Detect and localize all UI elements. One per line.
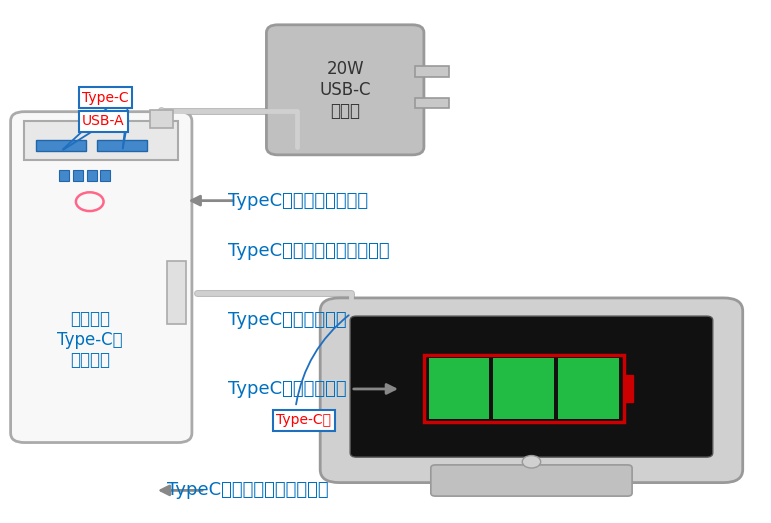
Bar (36, 140, 86, 151)
Bar (415, 66, 449, 77)
Text: TypeC线可对外充电: TypeC线可对外充电 (228, 311, 347, 329)
Bar (100, 170, 110, 181)
FancyBboxPatch shape (11, 112, 192, 442)
Bar (59, 170, 69, 181)
Text: TypeC线也可对移动电源充电: TypeC线也可对移动电源充电 (167, 481, 328, 499)
FancyBboxPatch shape (431, 465, 632, 496)
Bar (97, 140, 147, 151)
Text: 常规自带
Type-C线
移动电源: 常规自带 Type-C线 移动电源 (57, 310, 123, 369)
Bar (167, 262, 186, 324)
Bar (72, 170, 82, 181)
Bar (429, 358, 490, 419)
FancyBboxPatch shape (350, 316, 712, 457)
Text: TypeC线仅对外充电: TypeC线仅对外充电 (228, 380, 347, 398)
Text: USB-A: USB-A (82, 114, 125, 128)
Circle shape (522, 456, 540, 468)
Text: 20W
USB-C
适配器: 20W USB-C 适配器 (319, 60, 371, 120)
FancyBboxPatch shape (320, 298, 742, 483)
Bar (424, 355, 624, 422)
Bar (415, 98, 449, 108)
Bar (624, 376, 633, 402)
Bar (558, 358, 619, 419)
Text: Type-C线: Type-C线 (277, 413, 332, 427)
Bar (86, 170, 96, 181)
Text: TypeC口也可对移动电源充电: TypeC口也可对移动电源充电 (228, 242, 389, 260)
Bar (25, 121, 178, 160)
Text: Type-C: Type-C (82, 90, 129, 105)
Text: TypeC口对移动电源充电: TypeC口对移动电源充电 (228, 191, 368, 210)
Bar (493, 358, 554, 419)
FancyBboxPatch shape (267, 25, 424, 155)
Bar (150, 110, 173, 128)
